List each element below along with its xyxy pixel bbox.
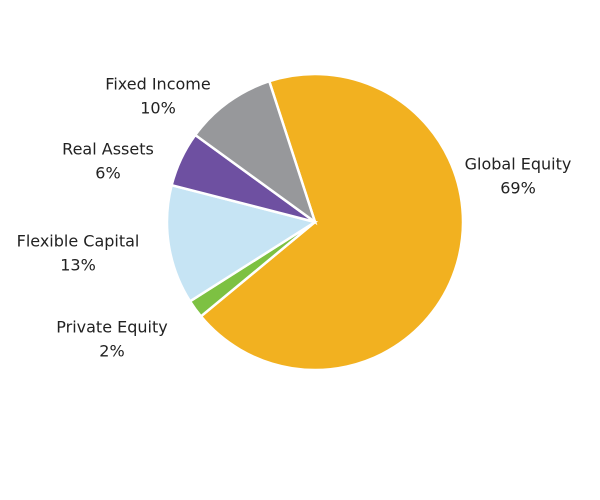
slice-label: Private Equity bbox=[56, 318, 167, 337]
slice-label: Fixed Income bbox=[105, 75, 210, 94]
slice-label: Flexible Capital bbox=[17, 232, 140, 251]
slice-value-label: 13% bbox=[60, 256, 96, 275]
pie-slice bbox=[165, 183, 319, 304]
pie-slice bbox=[193, 79, 318, 226]
slice-value-label: 69% bbox=[500, 179, 536, 198]
slice-label: Real Assets bbox=[62, 140, 154, 159]
slice-value-label: 2% bbox=[99, 342, 124, 361]
pie-slice bbox=[199, 72, 465, 372]
slice-value-label: 6% bbox=[95, 164, 120, 183]
slice-value-label: 10% bbox=[140, 99, 176, 118]
slice-label: Global Equity bbox=[465, 155, 572, 174]
